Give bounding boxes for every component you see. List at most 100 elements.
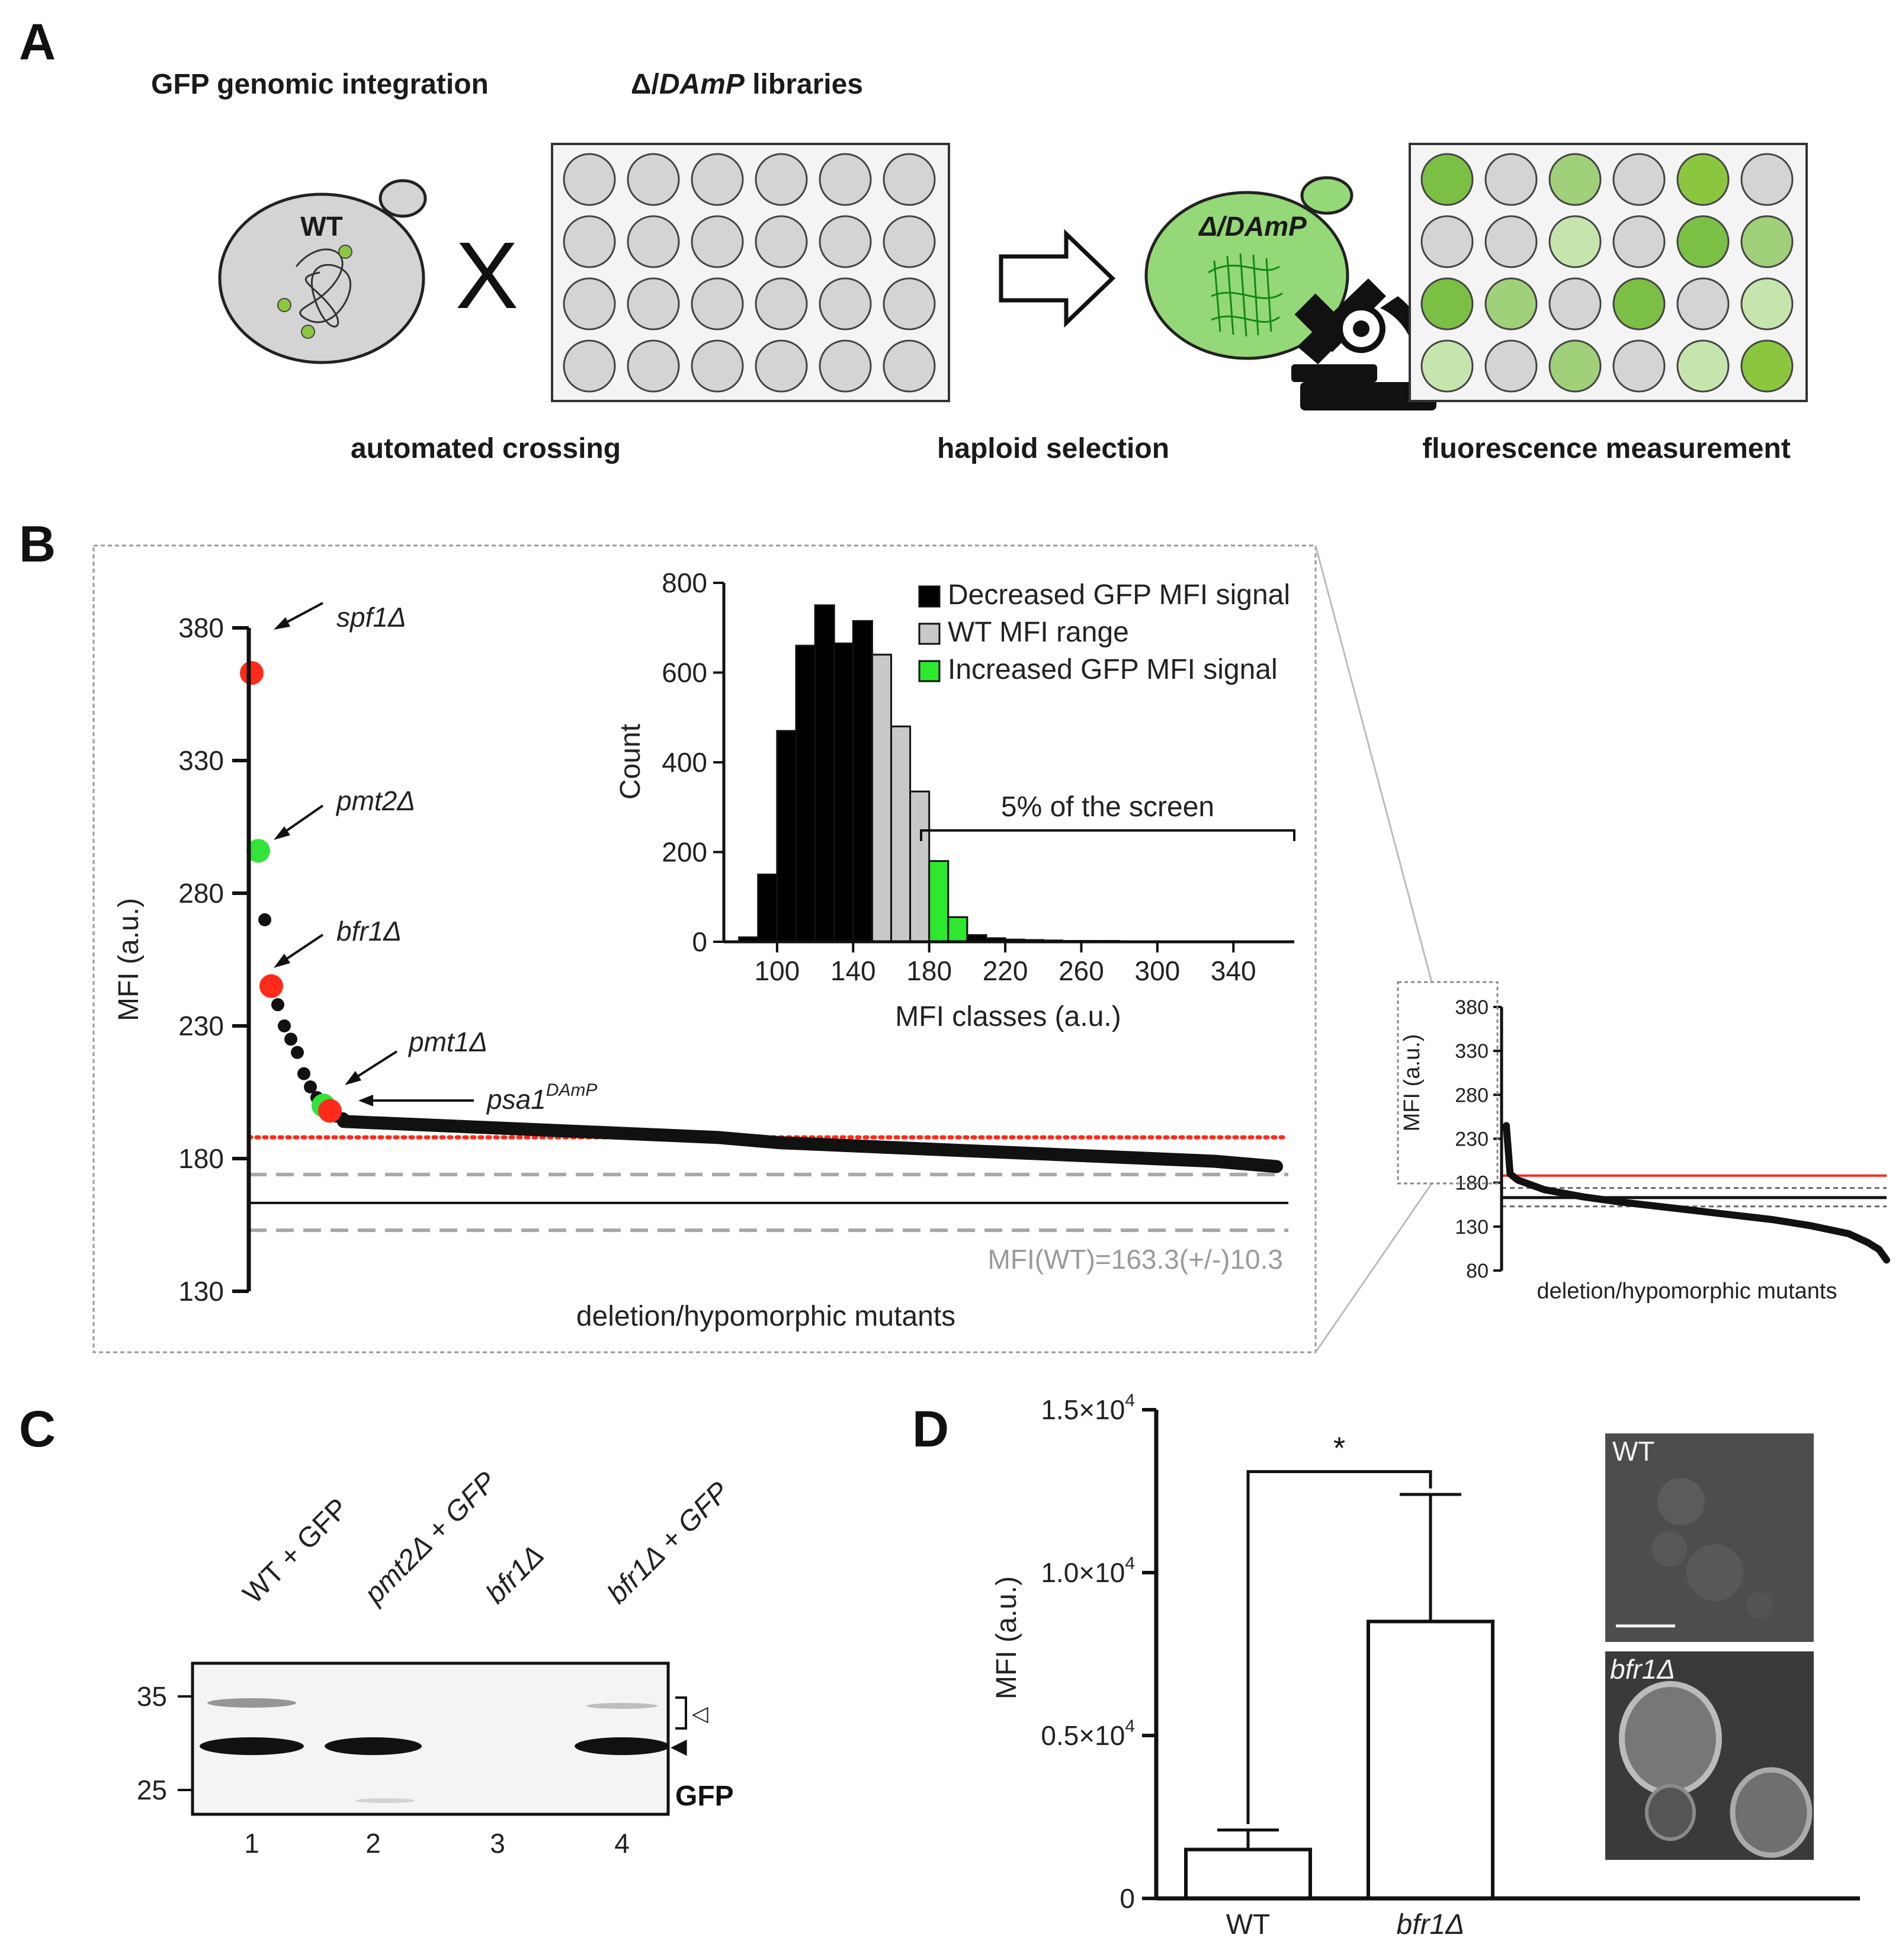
result-well: [1422, 341, 1473, 392]
histogram-x-tick-label: 140: [830, 955, 876, 986]
histogram-y-tick-label: 800: [662, 567, 707, 598]
histogram-y-tick-label: 600: [662, 657, 707, 688]
y-tick-label: 230: [178, 1011, 224, 1041]
library-well: [820, 154, 871, 205]
result-well: [1550, 154, 1600, 205]
lane-number-4: 4: [614, 1828, 630, 1859]
zoom-connector: [1316, 546, 1432, 982]
bracket-label: 5% of the screen: [1001, 791, 1214, 823]
callout-psa1: psa1DAmP: [358, 1080, 597, 1115]
wt-yeast-cell: WT: [220, 181, 425, 363]
upper-band: [586, 1703, 657, 1709]
result-well: [1741, 278, 1792, 329]
overview-curve: [1506, 1125, 1887, 1260]
lane-label-4: bfr1Δ + GFP: [601, 1476, 735, 1610]
gfp-dot: [302, 325, 315, 338]
histogram-bar: [853, 621, 872, 942]
panel-b-letter: B: [19, 516, 56, 573]
lane-number-3: 3: [490, 1828, 505, 1859]
library-well: [884, 278, 935, 329]
histogram-bar: [872, 655, 891, 942]
mfi-bar: [1368, 1622, 1493, 1899]
result-well: [1614, 278, 1664, 329]
gfp-label: GFP: [675, 1781, 734, 1812]
overview-y-tick-label: 330: [1455, 1040, 1489, 1063]
histogram-bar: [910, 791, 929, 942]
histogram-bar: [815, 605, 834, 942]
label-spf1: spf1Δ: [336, 602, 406, 633]
y-tick-label: 330: [178, 745, 224, 776]
faint-band: [355, 1798, 415, 1803]
library-well: [820, 216, 871, 267]
legend-swatch: [919, 586, 939, 607]
mutant-dot: [297, 1067, 310, 1080]
mutant-dot-band: [344, 1121, 1276, 1166]
result-well: [1486, 341, 1537, 392]
panel-d: D WT bfr1Δ * 0 0.5×104 1.0×104 1.5×104 MFI (a.…: [912, 1391, 1860, 1940]
mutant-dot: [271, 998, 284, 1011]
overview-y-tick-label: 230: [1455, 1128, 1489, 1151]
panel-d-y-tick-label: 1.0×104: [1041, 1554, 1135, 1588]
mutant-dot: [278, 1019, 291, 1032]
cross-symbol: X: [456, 222, 519, 328]
y-tick-label: 280: [178, 878, 224, 909]
overview-x-title: deletion/hypomorphic mutants: [1537, 1279, 1837, 1304]
library-well: [692, 278, 743, 329]
upper-band: [207, 1698, 296, 1708]
histogram-legend: Decreased GFP MFI signal WT MFI range Incr…: [919, 579, 1290, 685]
y-axis: 130180230280330380: [178, 612, 249, 1307]
right-arrow-icon: [1001, 234, 1112, 323]
library-well: [884, 216, 935, 267]
overview-y-title: MFI (a.u.): [1400, 1034, 1425, 1132]
mutant-dot: [284, 1032, 297, 1045]
lane-number-2: 2: [365, 1828, 381, 1859]
gfp-band: [575, 1737, 669, 1755]
library-well: [564, 216, 615, 267]
mw-marker-35: 35: [137, 1681, 167, 1712]
panel-a: A GFP genomic integration Δ/DAmP librari…: [19, 14, 1807, 464]
library-plate: [552, 144, 949, 401]
histogram-y-tick-label: 400: [662, 747, 707, 778]
y-axis-title: MFI (a.u.): [113, 898, 145, 1021]
result-well: [1422, 154, 1473, 205]
library-well: [692, 216, 743, 267]
result-well: [1486, 278, 1537, 329]
lane-number-1: 1: [244, 1828, 259, 1859]
label-pmt2: pmt2Δ: [335, 785, 415, 816]
panel-d-y-title: MFI (a.u.): [991, 1576, 1022, 1699]
micrograph-label-wt: WT: [1612, 1436, 1655, 1467]
result-well: [1422, 278, 1473, 329]
result-well: [1678, 154, 1728, 205]
mutant-dot: [258, 913, 271, 926]
library-well: [820, 278, 871, 329]
histogram-x-tick-label: 260: [1059, 955, 1104, 986]
mw-marker-25: 25: [137, 1775, 167, 1805]
legend-swatch: [919, 624, 939, 644]
step-label-fluorescence: fluorescence measurement: [1422, 433, 1791, 464]
result-well: [1614, 341, 1664, 392]
overview-y-tick-label: 130: [1455, 1216, 1489, 1239]
result-well: [1678, 278, 1728, 329]
library-well: [564, 278, 615, 329]
panel-c-letter: C: [19, 1401, 56, 1458]
step-label-crossing: automated crossing: [351, 433, 621, 464]
library-well: [884, 154, 935, 205]
legend-label: Decreased GFP MFI signal: [948, 579, 1290, 611]
filled-arrow-icon: ◀: [671, 1734, 687, 1758]
panel-d-y-tick-label: 0: [1120, 1883, 1135, 1914]
highlight-dot: [240, 661, 264, 685]
histogram-y-tick-label: 0: [692, 926, 707, 957]
library-well: [756, 216, 807, 267]
libraries-label: Δ/DAmP libraries: [631, 69, 863, 100]
library-well: [756, 154, 807, 205]
histogram-bar: [834, 643, 853, 942]
mutant-cell-label: Δ/DAmP: [1198, 211, 1307, 242]
panel-d-letter: D: [912, 1401, 949, 1458]
wt-cell-label: WT: [300, 211, 343, 242]
histogram-x-tick-label: 220: [983, 955, 1028, 986]
library-well: [564, 341, 615, 392]
x-axis-title: deletion/hypomorphic mutants: [576, 1301, 955, 1332]
